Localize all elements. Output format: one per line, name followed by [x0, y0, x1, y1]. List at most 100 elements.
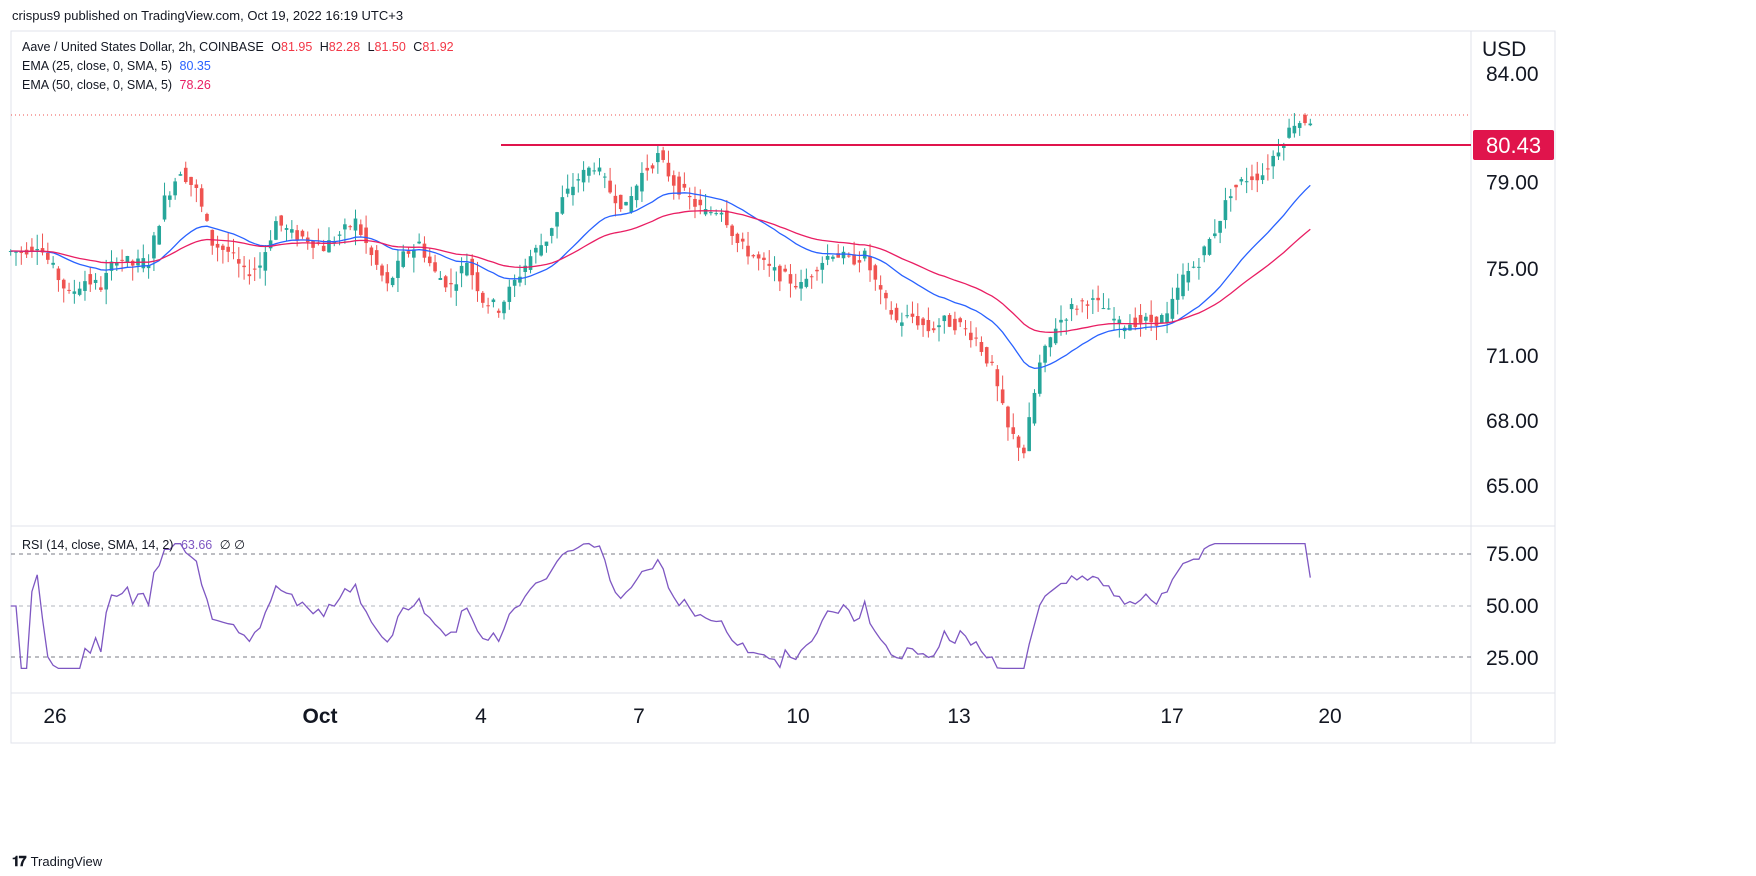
candle-body — [931, 328, 936, 331]
candle-body — [528, 256, 533, 270]
price-tick-0: 84.00 — [1486, 63, 1539, 86]
candle-body — [735, 233, 740, 244]
candle-body — [926, 320, 931, 332]
rsi-legend[interactable]: RSI (14, close, SMA, 14, 2) 63.66 ∅ ∅ — [22, 537, 249, 552]
candle-body — [576, 179, 581, 181]
candle-body — [300, 230, 305, 237]
candle-body — [841, 251, 846, 259]
candle-body — [1064, 319, 1069, 321]
candle-body — [46, 252, 50, 260]
candle-body — [1096, 297, 1100, 301]
candle-body — [1266, 168, 1270, 170]
candle-body — [1228, 196, 1233, 199]
candle-body — [274, 221, 278, 240]
candle-body — [1181, 274, 1185, 297]
candle-body — [268, 240, 273, 249]
candle-body — [1059, 319, 1063, 323]
candle-body — [263, 252, 268, 271]
candle-body — [247, 274, 252, 277]
ema25-line — [10, 184, 1311, 370]
candle-body — [825, 255, 830, 260]
ema50-legend[interactable]: EMA (50, close, 0, SMA, 5) 78.26 — [22, 78, 215, 92]
candle-body — [555, 212, 559, 227]
candle-body — [539, 245, 543, 256]
candle-body — [1048, 337, 1053, 348]
candle-body — [1022, 447, 1026, 454]
candle-body — [1165, 313, 1169, 323]
time-tick-4: 10 — [786, 705, 809, 728]
candle-body — [751, 255, 756, 257]
candle-body — [327, 240, 331, 253]
candle-body — [120, 259, 124, 261]
candle-body — [14, 251, 18, 253]
candle-body — [1149, 314, 1153, 323]
time-tick-2: 4 — [475, 705, 487, 728]
candle-body — [1223, 200, 1228, 221]
candle-body — [836, 253, 841, 258]
candle-body — [1186, 270, 1191, 283]
candle-body — [1175, 287, 1180, 300]
candle-body — [942, 315, 947, 322]
candle-body — [703, 209, 708, 215]
candle-body — [194, 184, 199, 188]
symbol-legend[interactable]: Aave / United States Dollar, 2h, COINBAS… — [22, 40, 458, 54]
candle-body — [1292, 125, 1297, 134]
candle-body — [109, 261, 114, 271]
candle-body — [1260, 175, 1265, 180]
rsi-label: RSI (14, close, SMA, 14, 2) — [22, 538, 174, 552]
candle-body — [1091, 298, 1095, 300]
candle-body — [693, 198, 697, 207]
candle-body — [1271, 155, 1275, 167]
candle-body — [417, 241, 421, 244]
tradingview-brand[interactable]: 𝟏𝟕 TradingView — [12, 853, 102, 870]
candle-body — [385, 272, 390, 284]
candle-body — [157, 226, 162, 245]
candle-body — [35, 248, 40, 251]
high-value: H82.28 — [319, 40, 361, 54]
candle-body — [30, 246, 34, 251]
candle-body — [1000, 389, 1005, 404]
candle-body — [311, 241, 315, 248]
candle-body — [682, 183, 687, 188]
ema25-value: 80.35 — [179, 59, 211, 73]
candle-body — [88, 274, 93, 285]
candle-body — [1281, 145, 1286, 148]
candle-body — [650, 165, 655, 169]
candle-body — [507, 286, 512, 302]
candle-body — [1154, 316, 1159, 326]
candle-body — [1128, 324, 1132, 331]
candle-body — [284, 228, 289, 230]
candle-body — [984, 347, 989, 364]
time-tick-3: 7 — [633, 705, 645, 728]
candle-body — [603, 176, 607, 178]
candle-body — [1255, 173, 1260, 181]
candle-body — [1032, 392, 1037, 424]
candle-body — [226, 246, 230, 252]
candle-body — [518, 276, 522, 283]
candle-body — [714, 213, 718, 215]
candle-body — [873, 265, 878, 280]
tradingview-logo-icon: 𝟏𝟕 — [12, 853, 27, 869]
candle-body — [343, 224, 347, 230]
candle-body — [99, 287, 103, 290]
candle-body — [953, 318, 957, 331]
candle-body — [910, 313, 915, 317]
candle-body — [205, 213, 209, 221]
candle-body — [820, 262, 825, 270]
candle-body — [958, 318, 963, 323]
candle-body — [995, 369, 1000, 387]
candle-body — [624, 201, 628, 206]
candle-body — [114, 262, 119, 266]
candle-body — [560, 197, 565, 214]
symbol-name: Aave / United States Dollar, 2h, COINBAS… — [22, 40, 264, 54]
candle-body — [189, 176, 193, 185]
rsi-extra: ∅ ∅ — [219, 538, 245, 552]
candle-body — [1303, 114, 1307, 124]
candle-body — [788, 274, 793, 284]
candle-body — [963, 328, 968, 330]
candle-body — [125, 255, 130, 263]
candle-body — [279, 215, 284, 226]
ema25-legend[interactable]: EMA (25, close, 0, SMA, 5) 80.35 — [22, 59, 215, 73]
candle-body — [804, 278, 809, 287]
